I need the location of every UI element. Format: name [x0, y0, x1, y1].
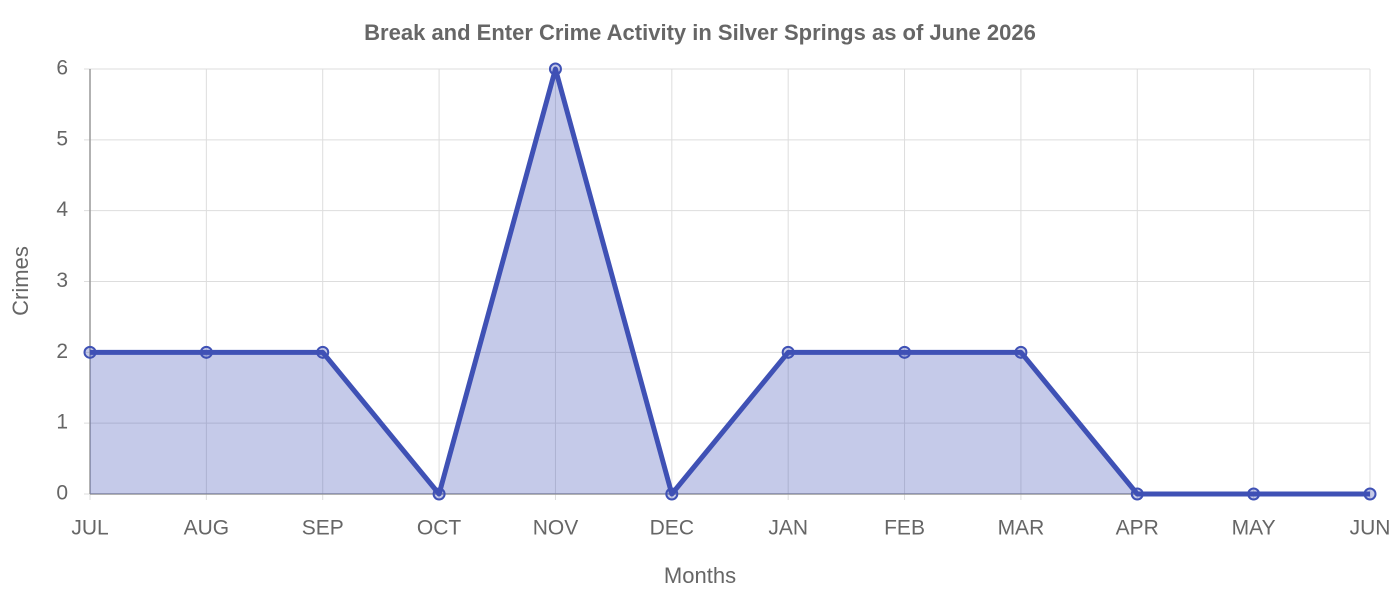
y-tick-label: 4 — [56, 198, 68, 221]
y-tick-label: 3 — [56, 269, 68, 292]
y-axis-title: Crimes — [8, 246, 33, 316]
x-tick-label: JUN — [1350, 517, 1391, 540]
x-tick-label: JUL — [71, 517, 108, 540]
y-tick-label: 5 — [56, 127, 68, 150]
y-tick-label: 1 — [56, 411, 68, 434]
line — [90, 66, 1370, 497]
x-tick-label: MAY — [1232, 517, 1276, 540]
point — [432, 487, 446, 501]
y-tick-label: 6 — [56, 57, 68, 80]
chart-title: Break and Enter Crime Activity in Silver… — [364, 20, 1036, 45]
x-tick-label: NOV — [533, 517, 579, 540]
y-tick-label: 0 — [56, 482, 68, 505]
point — [781, 345, 795, 359]
x-axis-title: Months — [664, 563, 736, 588]
point — [1363, 487, 1377, 501]
x-tick-label: SEP — [302, 517, 344, 540]
point — [1247, 487, 1261, 501]
point — [665, 487, 679, 501]
x-tick-label: APR — [1116, 517, 1159, 540]
x-tick-label: AUG — [184, 517, 230, 540]
point — [1014, 345, 1028, 359]
x-tick-label: OCT — [417, 517, 462, 540]
point — [548, 62, 562, 76]
point — [1130, 487, 1144, 501]
point — [199, 345, 213, 359]
x-tick-label: DEC — [650, 517, 694, 540]
x-tick-label: MAR — [998, 517, 1045, 540]
point — [316, 345, 330, 359]
x-tick-label: FEB — [884, 517, 925, 540]
y-tick-label: 2 — [56, 340, 68, 363]
x-tick-label: JAN — [768, 517, 808, 540]
point — [898, 345, 912, 359]
point — [83, 345, 97, 359]
